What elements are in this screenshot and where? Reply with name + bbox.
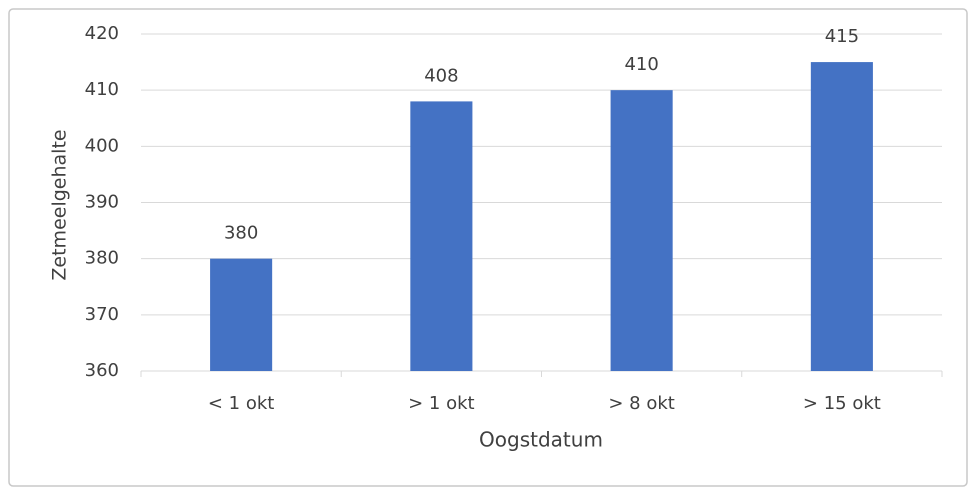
y-tick-label: 360 [85, 360, 119, 381]
data-label: 410 [624, 54, 658, 75]
data-label: 380 [224, 223, 258, 244]
bar [410, 101, 473, 372]
data-label: 408 [424, 65, 458, 86]
x-tick-label: < 1 okt [208, 393, 274, 414]
x-tick-label: > 15 okt [803, 393, 881, 414]
y-tick-label: 390 [85, 192, 119, 213]
bar [210, 258, 273, 371]
x-tick-label: > 8 okt [608, 393, 674, 414]
bar [610, 90, 673, 372]
y-tick-label: 370 [85, 304, 119, 325]
y-axis-title: Zetmeelgehalte [49, 129, 71, 280]
y-tick-label: 400 [85, 135, 119, 156]
data-label: 415 [825, 26, 859, 47]
x-axis-title: Oogstdatum [479, 428, 603, 452]
x-tick-label: > 1 okt [408, 393, 474, 414]
bar [810, 62, 873, 371]
y-tick-label: 420 [85, 23, 119, 44]
y-tick-label: 380 [85, 248, 119, 269]
y-tick-label: 410 [85, 79, 119, 100]
